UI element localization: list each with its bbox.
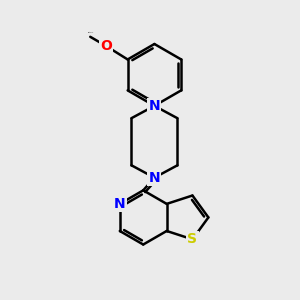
Text: N: N bbox=[148, 171, 160, 185]
Text: N: N bbox=[114, 197, 126, 211]
Text: O: O bbox=[100, 39, 112, 53]
Text: S: S bbox=[188, 232, 197, 246]
Text: methoxy: methoxy bbox=[88, 32, 94, 33]
Text: N: N bbox=[148, 99, 160, 113]
Text: O: O bbox=[100, 39, 112, 53]
